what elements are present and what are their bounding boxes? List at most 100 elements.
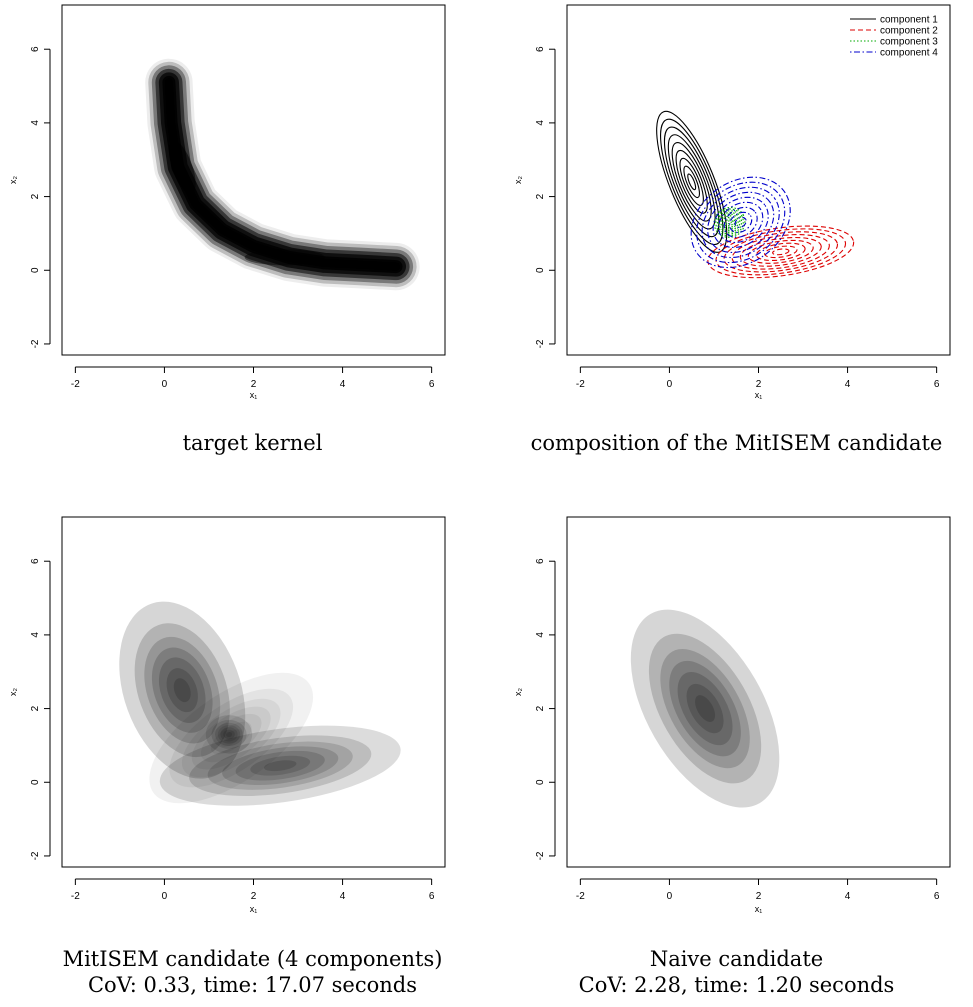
density-level xyxy=(134,623,230,758)
density-level xyxy=(166,668,198,713)
contour-line xyxy=(747,239,814,264)
contour-line xyxy=(663,126,720,238)
density-level xyxy=(189,735,372,797)
y-tick-label: 0 xyxy=(30,267,41,273)
density-level xyxy=(181,698,281,778)
y-axis: -2 0 2 4 6 x₂ xyxy=(8,558,51,860)
x-tick-label: 6 xyxy=(934,891,940,902)
density-level xyxy=(263,760,297,772)
x-axis-label: x₁ xyxy=(755,390,763,400)
x-tick-label: 2 xyxy=(251,379,257,390)
density-level xyxy=(210,721,252,755)
y-tick-label: 2 xyxy=(30,193,41,199)
contour-line xyxy=(755,242,806,262)
contour-line xyxy=(713,206,746,238)
caption-line: target kernel xyxy=(182,431,323,455)
caption-composition: composition of the MitISEM candidate xyxy=(500,430,973,456)
density-level xyxy=(158,657,206,723)
contour-line xyxy=(679,157,704,206)
contour-line xyxy=(687,173,697,191)
x-tick-label: 0 xyxy=(667,891,673,902)
contour-line xyxy=(660,118,724,246)
contour-line xyxy=(667,134,716,230)
contour-line xyxy=(764,245,798,259)
density-level xyxy=(144,636,221,744)
x-tick-label: -2 xyxy=(71,379,80,390)
contour-line xyxy=(723,206,758,238)
contour-line xyxy=(707,225,855,279)
density-level xyxy=(215,722,244,746)
contour-line xyxy=(717,210,743,235)
y-tick-label: 4 xyxy=(30,120,41,126)
density-level xyxy=(220,729,243,747)
x-axis: -2 0 2 4 6 x₁ xyxy=(576,878,940,914)
plot-frame xyxy=(566,4,951,356)
y-tick-label: -2 xyxy=(30,851,41,860)
y-tick-label: 2 xyxy=(30,705,41,711)
panel-1: -2 0 2 4 6 x₁ -2 0 2 4 6 x₂ xyxy=(8,4,446,400)
y-tick-label: 6 xyxy=(30,558,41,564)
plot-area xyxy=(656,110,855,279)
contour-line xyxy=(683,165,701,199)
x-axis: -2 0 2 4 6 x₁ xyxy=(576,366,940,400)
density-level xyxy=(630,609,780,808)
contour-line xyxy=(707,191,775,254)
contour-component-1 xyxy=(656,110,728,253)
x-axis-label: x₁ xyxy=(755,904,763,914)
x-tick-label: 4 xyxy=(845,379,851,390)
density-level xyxy=(200,713,262,763)
density-level xyxy=(223,729,235,740)
y-tick-label: -2 xyxy=(30,339,41,348)
density-level xyxy=(677,671,733,746)
y-axis: -2 0 2 4 6 x₂ xyxy=(513,558,556,860)
density-level xyxy=(222,746,339,786)
x-tick-label: 6 xyxy=(429,891,435,902)
density-level xyxy=(669,660,741,757)
caption-line: MitISEM candidate (4 components) xyxy=(62,947,443,971)
x-axis-label: x₁ xyxy=(250,390,258,400)
y-tick-label: 6 xyxy=(535,46,546,52)
y-tick-label: 6 xyxy=(535,558,546,564)
x-tick-label: -2 xyxy=(576,891,585,902)
contour-line xyxy=(772,248,790,256)
x-tick-label: 4 xyxy=(340,379,346,390)
density-level xyxy=(159,725,401,806)
density-level xyxy=(211,719,247,749)
density-level xyxy=(225,731,233,737)
contour-line xyxy=(734,216,747,228)
caption-line: Naive candidate xyxy=(649,947,824,971)
panel-3: -2 0 2 4 6 x₁ -2 0 2 4 6 x₂ xyxy=(8,516,446,914)
contour-line xyxy=(690,176,791,269)
x-tick-label: 0 xyxy=(162,379,168,390)
y-axis-label: x₂ xyxy=(513,176,523,185)
contour-line xyxy=(739,236,822,267)
y-axis: -2 0 2 4 6 x₂ xyxy=(513,46,556,348)
x-axis: -2 0 2 4 6 x₁ xyxy=(71,366,435,400)
legend-label: component 4 xyxy=(880,48,938,59)
panel-4: -2 0 2 4 6 x₁ -2 0 2 4 6 x₂ xyxy=(513,516,951,914)
caption-mitisem-candidate: MitISEM candidate (4 components) CoV: 0.… xyxy=(20,946,485,998)
density-level xyxy=(151,647,213,733)
y-tick-label: 0 xyxy=(30,779,41,785)
y-axis: -2 0 2 4 6 x₂ xyxy=(8,46,51,348)
density-level xyxy=(217,725,241,744)
y-axis-label: x₂ xyxy=(8,688,18,697)
x-tick-label: 2 xyxy=(756,891,762,902)
legend-label: component 2 xyxy=(880,26,938,37)
density-level xyxy=(235,750,325,781)
y-tick-label: 4 xyxy=(535,120,546,126)
density-peak xyxy=(244,249,325,266)
caption-line: CoV: 2.28, time: 1.20 seconds xyxy=(578,973,895,997)
contour-line xyxy=(675,149,708,214)
contour-line xyxy=(715,228,847,276)
caption-line: composition of the MitISEM candidate xyxy=(530,431,943,455)
density-level xyxy=(169,688,294,788)
y-tick-label: -2 xyxy=(535,339,546,348)
x-axis: -2 0 2 4 6 x₁ xyxy=(71,878,435,914)
x-tick-label: 4 xyxy=(340,891,346,902)
y-axis-label: x₂ xyxy=(8,176,18,185)
legend-label: component 3 xyxy=(880,37,938,48)
density-level xyxy=(660,648,750,769)
